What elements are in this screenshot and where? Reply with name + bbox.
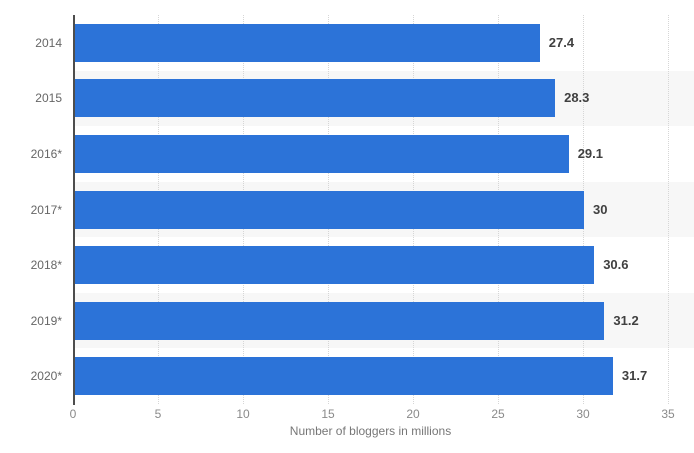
y-axis-line [73,15,75,405]
bar[interactable] [74,301,605,340]
x-tick-label: 35 [661,407,675,421]
bar[interactable] [74,134,569,173]
category-label: 2018* [30,258,62,273]
bar[interactable] [74,246,595,285]
x-tick-label: 5 [154,407,162,421]
bar[interactable] [74,357,613,396]
category-label: 2015 [35,91,62,106]
category-label: 2014 [35,35,62,50]
bar[interactable] [74,190,584,229]
bar-value-label: 30.6 [603,257,629,273]
bar[interactable] [74,79,556,118]
bar-value-label: 27.4 [548,34,575,50]
plot-area: 27.4 28.3 29.1 30 30.6 31.2 31.7 [73,15,694,404]
category-label: 2017* [30,202,62,217]
gridline [668,15,669,404]
bar[interactable] [74,23,540,62]
category-label: 2020* [30,369,62,384]
bar-value-label: 30 [593,201,608,217]
x-tick-label: 20 [406,407,420,421]
x-tick-label: 10 [236,407,250,421]
x-axis-title: Number of bloggers in millions [289,424,452,438]
x-tick-label: 30 [576,407,590,421]
x-tick-label: 25 [491,407,505,421]
x-tick-label: 15 [321,407,335,421]
category-label: 2019* [30,313,62,328]
category-label: 2016* [30,146,62,161]
bar-value-label: 28.3 [564,90,590,106]
bar-value-label: 31.7 [621,368,648,384]
bar-value-label: 31.2 [613,312,639,328]
x-tick-label: 0 [69,407,77,421]
bar-value-label: 29.1 [577,145,603,161]
